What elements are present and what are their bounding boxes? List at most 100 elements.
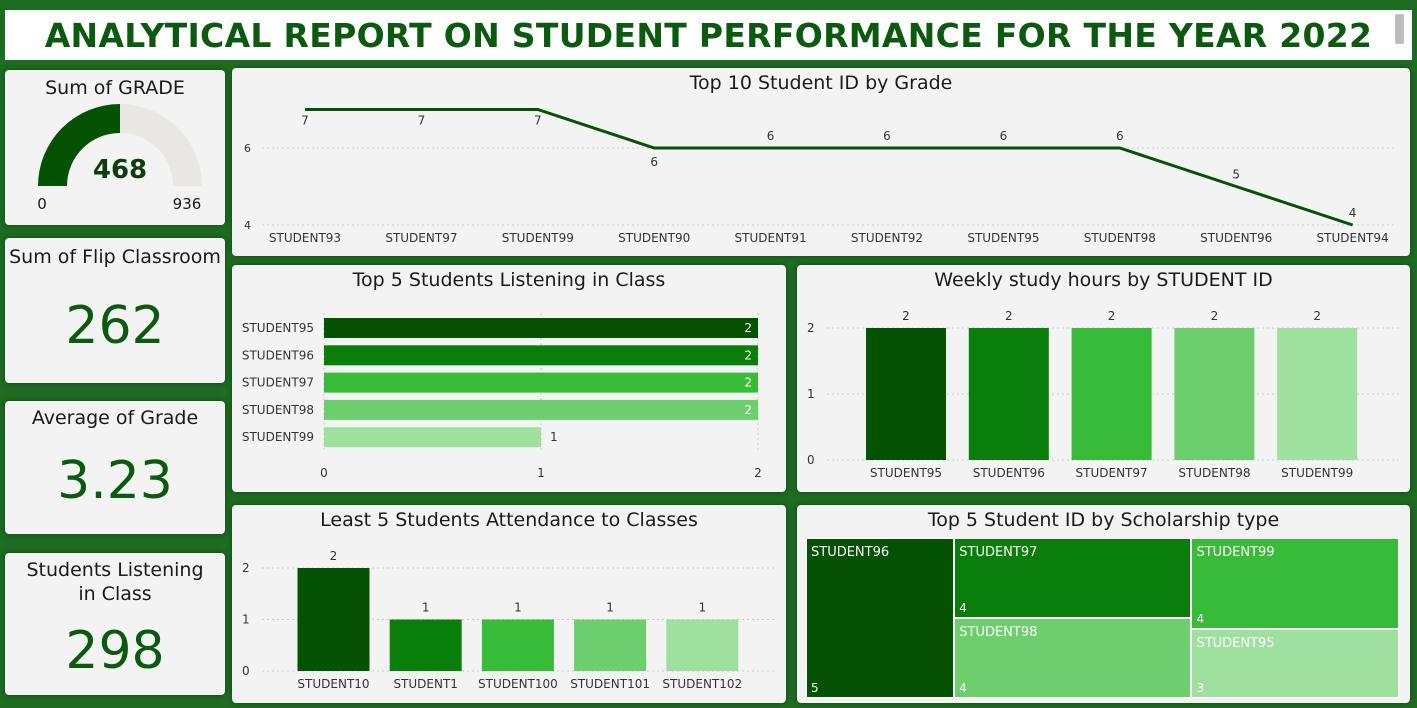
x-tick-label: STUDENT97 xyxy=(385,231,457,245)
chart-card-weekly-hours: Weekly study hours by STUDENT ID 0 1 2 2 STU… xyxy=(797,265,1410,492)
kpi-value: 262 xyxy=(65,296,165,356)
y-tick-label: 0 xyxy=(242,664,250,678)
y-tick-label: 4 xyxy=(244,219,251,232)
chart-title: Top 10 Student ID by Grade xyxy=(689,72,953,94)
data-label: 6 xyxy=(1116,129,1124,143)
hbar-chart: 0 1 2 STUDENT95 2 STUDENT96 2 STUDENT97 2 STUDENT… xyxy=(242,313,762,480)
y-tick-label: STUDENT98 xyxy=(242,403,314,417)
bar xyxy=(324,318,758,338)
kpi-card-flip-classroom: Sum of Flip Classroom 262 xyxy=(5,238,225,383)
data-label: 7 xyxy=(534,114,542,128)
x-tick-label: 2 xyxy=(754,466,762,480)
gauge-max: 936 xyxy=(173,195,202,213)
gauge-value: 468 xyxy=(93,155,147,185)
kpi-card-students-listening: Students Listening in Class 298 xyxy=(5,553,225,695)
treemap-label: STUDENT96 xyxy=(811,545,890,560)
x-tick-label: STUDENT99 xyxy=(1281,466,1353,480)
treemap-label: STUDENT95 xyxy=(1196,636,1275,652)
x-tick-label: STUDENT98 xyxy=(1084,231,1156,245)
data-label: 2 xyxy=(330,549,338,563)
gauge-fill xyxy=(38,104,120,186)
treemap-cell: STUDENT96 5 xyxy=(806,538,955,698)
bar xyxy=(389,619,462,671)
y-tick-label: 6 xyxy=(244,142,251,155)
gauge: 468 0 936 xyxy=(37,104,202,213)
data-label: 6 xyxy=(767,129,775,143)
kpi-value: 3.23 xyxy=(57,451,173,511)
y-tick-label: 1 xyxy=(807,387,815,401)
x-tick-label: STUDENT94 xyxy=(1317,231,1389,245)
bar xyxy=(481,619,554,671)
kpi-title: Sum of Flip Classroom xyxy=(9,246,221,268)
line-chart: 4 6 7 STUDENT93 7 STUDENT97 7 STUDENT99 6 STUDENT… xyxy=(244,108,1397,245)
bar xyxy=(1174,328,1255,460)
scrollbar[interactable] xyxy=(1395,14,1404,44)
x-tick-label: STUDENT10 xyxy=(297,677,369,691)
kpi-title: Sum of GRADE xyxy=(45,77,185,99)
chart-title: Top 5 Students Listening in Class xyxy=(352,269,666,291)
treemap-value: 4 xyxy=(959,601,967,615)
data-label: 6 xyxy=(650,155,658,169)
treemap-label: STUDENT98 xyxy=(959,625,1038,640)
report-title: ANALYTICAL REPORT ON STUDENT PERFORMANCE… xyxy=(44,15,1373,55)
report-header: ANALYTICAL REPORT ON STUDENT PERFORMANCE… xyxy=(5,10,1412,60)
bar xyxy=(324,427,541,448)
treemap-cell: STUDENT99 4 xyxy=(1191,538,1399,630)
treemap-label: STUDENT97 xyxy=(959,545,1038,560)
x-tick-label: STUDENT1 xyxy=(393,677,458,691)
treemap-cell: STUDENT95 3 xyxy=(1191,629,1399,698)
data-label: 7 xyxy=(418,114,426,128)
y-tick-label: STUDENT96 xyxy=(242,348,314,362)
vbar-chart-weekly: 0 1 2 2 STUDENT95 2 STUDENT96 2 STUDENT97 2 STUDEN… xyxy=(807,309,1402,480)
data-label: 1 xyxy=(698,601,706,615)
bar xyxy=(1071,328,1152,460)
x-tick-label: STUDENT96 xyxy=(973,466,1045,480)
x-tick-label: STUDENT92 xyxy=(851,231,923,245)
chart-title: Least 5 Students Attendance to Classes xyxy=(320,509,698,531)
bar xyxy=(324,372,758,393)
chart-card-scholarship: Top 5 Student ID by Scholarship type STU… xyxy=(797,505,1410,703)
data-label: 5 xyxy=(1232,168,1240,182)
kpi-value: 298 xyxy=(65,621,165,681)
bar xyxy=(866,328,946,460)
x-tick-label: STUDENT95 xyxy=(967,231,1039,245)
treemap-cell: STUDENT98 4 xyxy=(954,618,1192,698)
y-tick-label: 2 xyxy=(242,561,250,575)
x-tick-label: STUDENT97 xyxy=(1076,466,1148,480)
data-label: 6 xyxy=(1000,129,1008,143)
chart-card-listening: Top 5 Students Listening in Class 0 1 2 STU… xyxy=(232,265,786,492)
series-line xyxy=(305,108,1354,227)
treemap-label: STUDENT99 xyxy=(1196,545,1275,560)
x-tick-label: STUDENT90 xyxy=(618,231,690,245)
chart-card-top10-grade: Top 10 Student ID by Grade 4 6 7 STUDENT93 7… xyxy=(232,68,1410,256)
bar xyxy=(1277,328,1358,460)
x-tick-label: STUDENT95 xyxy=(870,466,942,480)
treemap-cell: STUDENT97 4 xyxy=(954,538,1192,618)
data-label: 2 xyxy=(1005,309,1013,323)
y-tick-label: STUDENT99 xyxy=(242,430,314,444)
bar xyxy=(666,619,739,671)
x-tick-label: STUDENT100 xyxy=(478,677,558,691)
treemap-value: 4 xyxy=(1196,612,1205,627)
x-tick-label: STUDENT99 xyxy=(502,231,574,245)
kpi-title: Students Listening in Class xyxy=(26,559,204,605)
y-tick-label: 2 xyxy=(807,321,815,335)
x-tick-label: 1 xyxy=(537,466,545,480)
data-label: 2 xyxy=(1211,309,1219,323)
data-label: 2 xyxy=(744,348,752,362)
x-tick-label: STUDENT102 xyxy=(662,677,742,691)
data-label: 2 xyxy=(744,376,752,390)
chart-title: Top 5 Student ID by Scholarship type xyxy=(927,509,1280,531)
chart-card-attendance: Least 5 Students Attendance to Classes 0… xyxy=(232,505,786,703)
bar xyxy=(324,345,758,366)
kpi-card-sum-grade: Sum of GRADE 468 0 936 xyxy=(5,70,225,225)
vbar-chart-attendance: 0122STUDENT101STUDENT11STUDENT1001STUDEN… xyxy=(242,549,777,691)
chart-title: Weekly study hours by STUDENT ID xyxy=(934,269,1273,291)
y-tick-label: STUDENT95 xyxy=(242,321,314,335)
data-label: 2 xyxy=(1313,309,1321,323)
x-tick-label: STUDENT96 xyxy=(1200,231,1272,245)
y-tick-label: 1 xyxy=(242,613,250,627)
x-tick-label: STUDENT98 xyxy=(1178,466,1250,480)
bar xyxy=(968,328,1049,460)
data-label: 2 xyxy=(744,403,752,417)
